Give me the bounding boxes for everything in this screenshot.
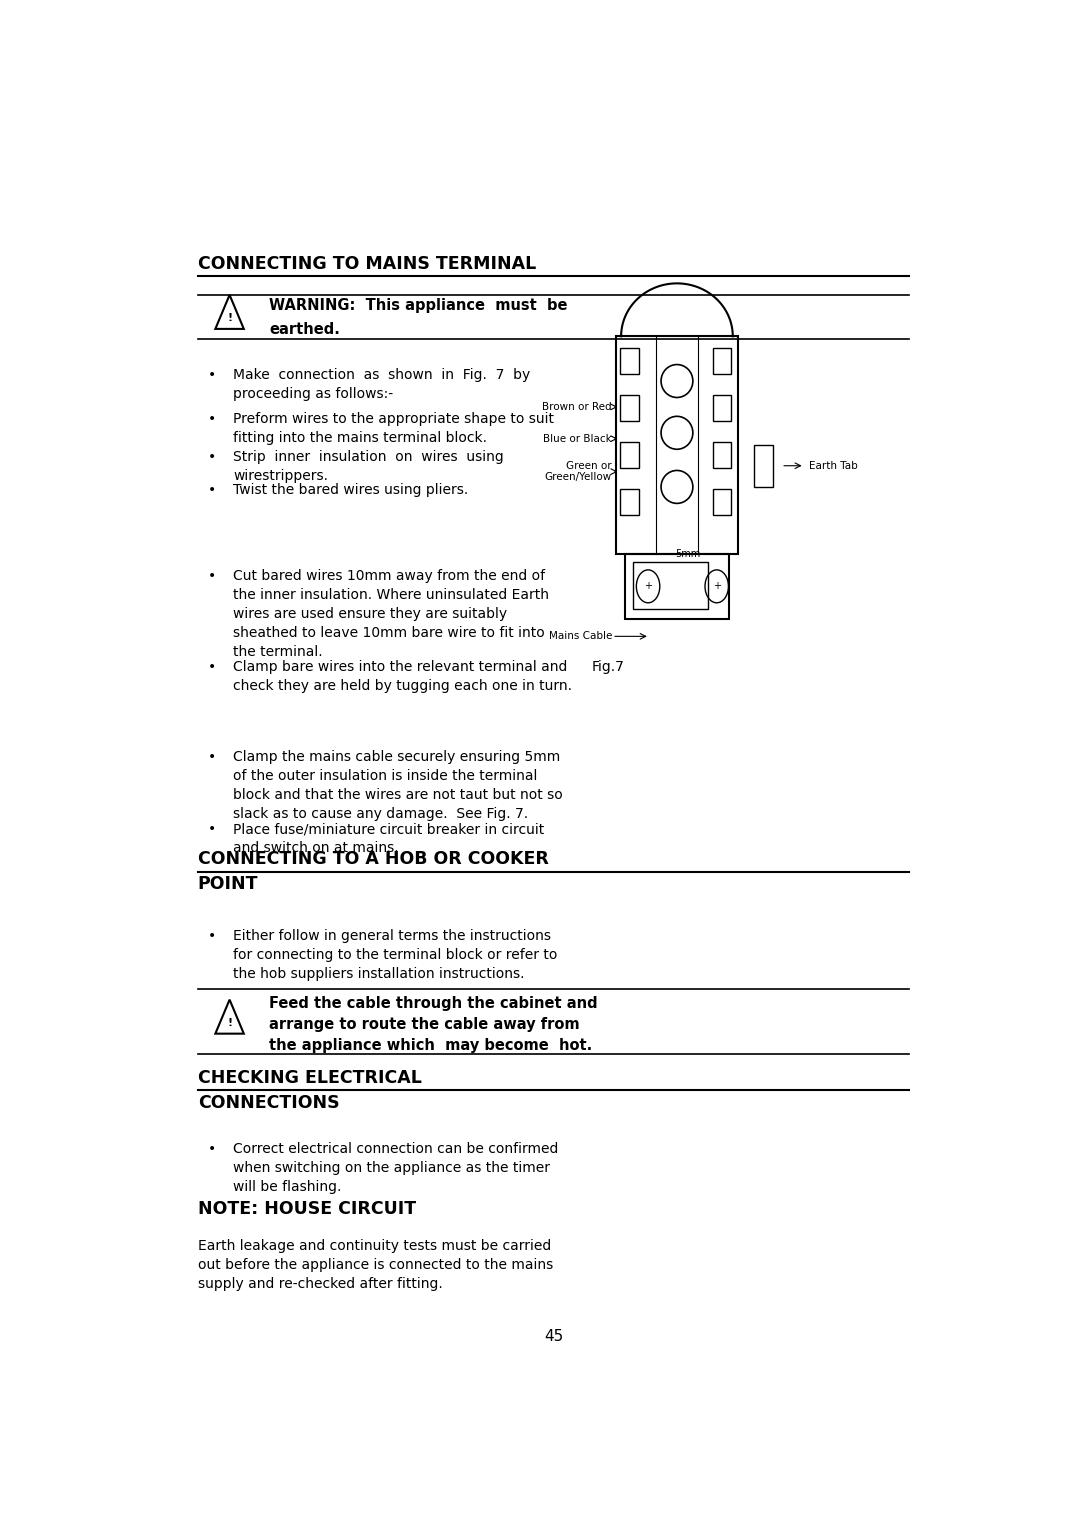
Text: Mains Cable: Mains Cable: [549, 631, 612, 642]
Text: Earth Tab: Earth Tab: [809, 461, 858, 471]
Text: Strip  inner  insulation  on  wires  using
wirestrippers.: Strip inner insulation on wires using wi…: [233, 451, 503, 483]
Text: Either follow in general terms the instructions
for connecting to the terminal b: Either follow in general terms the instr…: [233, 929, 557, 981]
Bar: [617, 336, 738, 555]
Text: earthed.: earthed.: [269, 322, 340, 338]
Text: Feed the cable through the cabinet and
arrange to route the cable away from
the : Feed the cable through the cabinet and a…: [269, 996, 597, 1053]
Bar: [624, 555, 729, 619]
Text: Correct electrical connection can be confirmed
when switching on the appliance a: Correct electrical connection can be con…: [233, 1143, 558, 1195]
Bar: [754, 445, 773, 487]
Text: Brown or Red: Brown or Red: [542, 402, 612, 413]
Text: •: •: [207, 929, 216, 943]
Text: CONNECTING TO A HOB OR COOKER: CONNECTING TO A HOB OR COOKER: [198, 850, 549, 868]
Text: CONNECTIONS: CONNECTIONS: [198, 1094, 339, 1112]
Text: POINT: POINT: [198, 876, 258, 892]
Bar: [713, 396, 731, 422]
Text: NOTE: HOUSE CIRCUIT: NOTE: HOUSE CIRCUIT: [198, 1199, 416, 1218]
Text: !: !: [227, 313, 232, 322]
Text: Clamp the mains cable securely ensuring 5mm
of the outer insulation is inside th: Clamp the mains cable securely ensuring …: [233, 750, 563, 822]
Bar: [620, 348, 639, 374]
Bar: [620, 442, 639, 468]
Text: Blue or Black: Blue or Black: [543, 434, 612, 443]
Text: •: •: [207, 411, 216, 426]
Text: 5mm: 5mm: [675, 549, 701, 559]
Text: Preform wires to the appropriate shape to suit
fitting into the mains terminal b: Preform wires to the appropriate shape t…: [233, 411, 554, 445]
Text: •: •: [207, 660, 216, 674]
Bar: [713, 442, 731, 468]
Text: Make  connection  as  shown  in  Fig.  7  by
proceeding as follows:-: Make connection as shown in Fig. 7 by pr…: [233, 368, 530, 400]
Bar: [620, 489, 639, 515]
Text: Earth leakage and continuity tests must be carried
out before the appliance is c: Earth leakage and continuity tests must …: [198, 1239, 553, 1291]
Bar: [620, 396, 639, 422]
Text: •: •: [207, 570, 216, 584]
Text: •: •: [207, 368, 216, 382]
Text: •: •: [207, 483, 216, 498]
Text: CONNECTING TO MAINS TERMINAL: CONNECTING TO MAINS TERMINAL: [198, 255, 536, 274]
Text: 45: 45: [544, 1329, 563, 1345]
Bar: [713, 348, 731, 374]
Text: +: +: [644, 581, 652, 591]
Bar: [633, 562, 708, 610]
Text: CHECKING ELECTRICAL: CHECKING ELECTRICAL: [198, 1070, 421, 1086]
Text: WARNING:  This appliance  must  be: WARNING: This appliance must be: [269, 298, 567, 313]
Bar: [713, 489, 731, 515]
Text: !: !: [227, 1018, 232, 1028]
Text: •: •: [207, 451, 216, 465]
Text: •: •: [207, 750, 216, 764]
Text: •: •: [207, 1143, 216, 1157]
Text: +: +: [713, 581, 720, 591]
Text: Clamp bare wires into the relevant terminal and
check they are held by tugging e: Clamp bare wires into the relevant termi…: [233, 660, 572, 692]
Text: Green or
Green/Yellow: Green or Green/Yellow: [544, 461, 612, 483]
Text: •: •: [207, 822, 216, 836]
Text: Place fuse/miniature circuit breaker in circuit
and switch on at mains.: Place fuse/miniature circuit breaker in …: [233, 822, 544, 856]
Text: Twist the bared wires using pliers.: Twist the bared wires using pliers.: [233, 483, 468, 498]
Text: Fig.7: Fig.7: [591, 660, 624, 674]
Text: Cut bared wires 10mm away from the end of
the inner insulation. Where uninsulate: Cut bared wires 10mm away from the end o…: [233, 570, 549, 659]
